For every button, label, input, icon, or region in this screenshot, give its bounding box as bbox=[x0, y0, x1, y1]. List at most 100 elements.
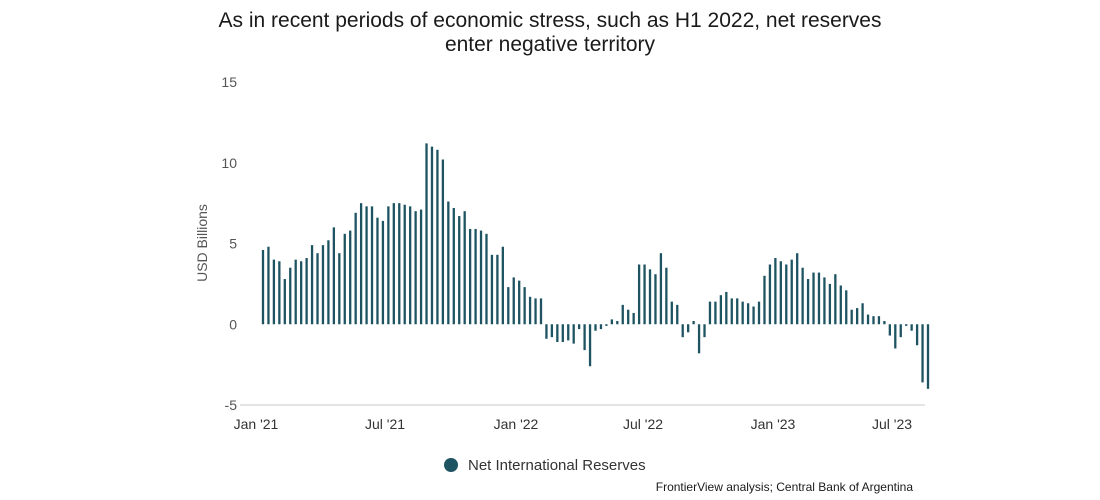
bar bbox=[834, 274, 837, 325]
bar bbox=[899, 324, 902, 338]
bar bbox=[425, 143, 428, 325]
bar bbox=[447, 201, 450, 325]
bar bbox=[294, 259, 297, 325]
bar bbox=[877, 316, 881, 325]
legend-swatch-net-international-reserves bbox=[444, 458, 458, 472]
bar bbox=[905, 324, 908, 326]
bar bbox=[523, 287, 526, 325]
chart-title: As in recent periods of economic stress,… bbox=[218, 9, 882, 32]
bar bbox=[556, 324, 559, 343]
bar bbox=[599, 324, 603, 330]
bar bbox=[430, 146, 434, 325]
bar bbox=[261, 249, 265, 325]
bar bbox=[714, 301, 717, 325]
x-tick-label: Jan '22 bbox=[494, 416, 539, 432]
bar bbox=[338, 253, 341, 325]
bar bbox=[910, 324, 913, 331]
bar bbox=[550, 324, 554, 338]
bar bbox=[648, 269, 652, 325]
bar bbox=[692, 321, 695, 325]
bar bbox=[681, 324, 684, 338]
bar bbox=[801, 267, 804, 325]
bar bbox=[518, 280, 521, 325]
bar bbox=[643, 264, 646, 325]
bar bbox=[403, 204, 406, 325]
bar bbox=[490, 254, 494, 325]
bar bbox=[332, 227, 336, 325]
bar bbox=[300, 261, 303, 325]
bar bbox=[719, 295, 723, 325]
bar bbox=[463, 211, 466, 325]
bar bbox=[888, 324, 891, 336]
x-tick-label: Jul '22 bbox=[623, 416, 663, 432]
bar bbox=[512, 277, 515, 325]
bar bbox=[637, 264, 641, 325]
bar bbox=[561, 324, 564, 343]
bar bbox=[697, 324, 701, 354]
x-tick-label: Jan '21 bbox=[234, 416, 279, 432]
bar bbox=[872, 316, 875, 325]
bar bbox=[289, 267, 292, 325]
bar bbox=[392, 203, 395, 325]
y-tick-label: 15 bbox=[221, 74, 237, 90]
bar bbox=[458, 216, 461, 325]
bar bbox=[785, 264, 788, 325]
bar bbox=[670, 301, 673, 325]
bar bbox=[687, 324, 690, 333]
bar bbox=[763, 275, 766, 325]
bar bbox=[349, 230, 352, 325]
bar bbox=[616, 321, 619, 325]
bar bbox=[621, 304, 624, 325]
y-tick-label: -5 bbox=[225, 397, 238, 413]
bar bbox=[768, 264, 772, 325]
bar bbox=[855, 308, 859, 325]
bar bbox=[534, 298, 537, 325]
bar bbox=[894, 324, 897, 349]
bar bbox=[496, 254, 499, 325]
bar bbox=[305, 258, 308, 325]
bar bbox=[806, 279, 810, 325]
bar bbox=[354, 212, 357, 325]
bar bbox=[883, 321, 886, 325]
bar bbox=[790, 259, 793, 325]
bar bbox=[267, 246, 270, 325]
bar bbox=[850, 309, 853, 325]
bar bbox=[817, 272, 821, 325]
bar bbox=[588, 324, 592, 367]
bar bbox=[539, 298, 543, 325]
y-tick-label: 10 bbox=[221, 155, 237, 171]
bar bbox=[468, 228, 472, 325]
bar bbox=[703, 324, 706, 338]
bar bbox=[387, 206, 390, 325]
bar bbox=[343, 233, 346, 325]
bar bbox=[823, 277, 826, 325]
bar bbox=[752, 306, 755, 325]
x-tick-label: Jan '23 bbox=[751, 416, 796, 432]
chart-title-line-2: enter negative territory bbox=[444, 33, 656, 56]
bar bbox=[272, 259, 276, 325]
bar bbox=[746, 303, 750, 325]
bar bbox=[730, 298, 733, 325]
x-tick-label: Jul '21 bbox=[365, 416, 405, 432]
bar bbox=[414, 211, 417, 325]
bar bbox=[327, 240, 330, 325]
bar bbox=[507, 287, 510, 325]
bar bbox=[659, 253, 663, 325]
bar bbox=[567, 324, 570, 341]
bar bbox=[725, 291, 728, 325]
bar bbox=[915, 324, 919, 346]
y-tick-label: 0 bbox=[229, 316, 237, 332]
bar bbox=[321, 245, 325, 325]
bar bbox=[839, 285, 842, 325]
bar bbox=[583, 324, 586, 351]
bar bbox=[572, 324, 575, 344]
bar bbox=[441, 159, 445, 325]
bar bbox=[736, 298, 739, 325]
bar bbox=[283, 279, 286, 325]
bar bbox=[310, 245, 314, 325]
bar bbox=[632, 312, 635, 325]
bar bbox=[861, 303, 864, 325]
bar bbox=[921, 324, 924, 383]
bar bbox=[866, 314, 870, 325]
source-note: FrontierView analysis; Central Bank of A… bbox=[655, 480, 913, 494]
